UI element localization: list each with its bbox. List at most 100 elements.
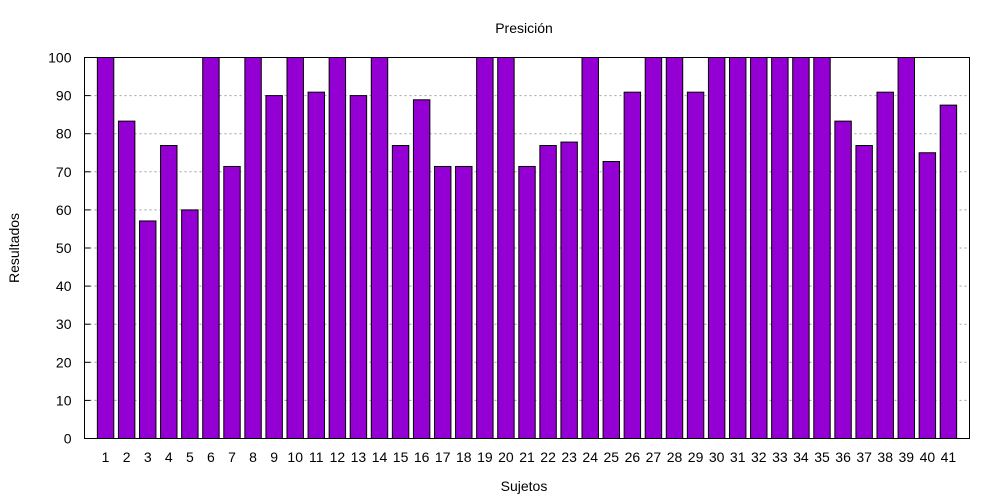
bar-24 <box>581 57 599 439</box>
bar-31 <box>728 57 747 439</box>
bar-1 <box>96 57 115 439</box>
bars <box>96 57 958 440</box>
x-tick-label: 22 <box>540 449 556 465</box>
x-tick-label: 10 <box>287 449 303 465</box>
bar-20 <box>497 57 515 439</box>
x-tick-label: 27 <box>646 449 662 465</box>
x-tick-label: 34 <box>793 449 809 465</box>
bar-39 <box>897 57 916 439</box>
x-tick-label: 25 <box>603 449 619 465</box>
x-tick-label: 15 <box>393 449 409 465</box>
x-tick-label: 20 <box>498 449 514 465</box>
x-tick-label: 37 <box>856 449 872 465</box>
x-tick-label: 24 <box>582 449 598 465</box>
bar-10 <box>286 57 304 439</box>
bar-23 <box>560 141 578 439</box>
bar-8 <box>244 57 262 439</box>
bar-33 <box>771 57 789 439</box>
bar-32 <box>750 57 768 439</box>
y-tick-label: 30 <box>56 316 72 332</box>
bar-9 <box>265 95 283 439</box>
bar-12 <box>328 57 347 439</box>
bar-34 <box>792 57 810 439</box>
x-tick-label: 13 <box>351 449 367 465</box>
bar-40 <box>918 152 937 439</box>
bar-22 <box>539 145 557 440</box>
bar-25 <box>602 161 621 439</box>
x-tick-label: 31 <box>730 449 746 465</box>
bar-26 <box>623 91 642 440</box>
bar-27 <box>644 57 663 439</box>
x-tick-label: 35 <box>814 449 830 465</box>
bar-5 <box>181 209 199 439</box>
y-tick-label: 100 <box>48 50 72 66</box>
x-tick-label: 5 <box>186 449 194 465</box>
bar-13 <box>349 95 368 439</box>
x-tick-label: 3 <box>144 449 152 465</box>
bar-4 <box>160 145 178 440</box>
x-tick-label: 19 <box>477 449 493 465</box>
x-tick-label: 36 <box>835 449 851 465</box>
y-tick-label: 50 <box>56 240 72 256</box>
bar-36 <box>834 120 852 439</box>
bar-29 <box>686 91 705 440</box>
x-axis-ticks: 1 2 3 4 5 6 7 8 9 10 11 12 13 14 15 16 17 18 19 20 21 22 23 24 2… <box>102 449 957 465</box>
y-tick-label: 40 <box>56 278 72 294</box>
bar-7 <box>223 165 241 439</box>
x-tick-label: 21 <box>519 449 535 465</box>
x-tick-label: 6 <box>207 449 215 465</box>
x-axis-label: Sujetos <box>501 478 548 494</box>
bar-21 <box>518 165 536 439</box>
x-tick-label: 18 <box>456 449 472 465</box>
x-tick-label: 23 <box>561 449 577 465</box>
x-tick-label: 16 <box>414 449 430 465</box>
x-tick-label: 14 <box>372 449 388 465</box>
x-tick-label: 11 <box>309 449 324 465</box>
bar-3 <box>138 220 157 439</box>
y-axis-ticks: 0 10 20 30 40 50 60 70 80 90 100 <box>48 50 91 447</box>
bar-18 <box>455 165 473 439</box>
x-tick-label: 41 <box>941 449 957 465</box>
x-tick-label: 29 <box>688 449 704 465</box>
y-tick-label: 10 <box>56 392 72 408</box>
bar-11 <box>307 91 326 440</box>
x-tick-label: 38 <box>877 449 893 465</box>
x-tick-label: 4 <box>165 449 173 465</box>
bar-38 <box>876 91 894 440</box>
bar-37 <box>855 145 873 440</box>
chart-title: Presición <box>495 20 553 36</box>
x-tick-label: 33 <box>772 449 788 465</box>
y-tick-label: 20 <box>56 354 72 370</box>
y-tick-label: 80 <box>56 126 72 142</box>
x-tick-label: 30 <box>709 449 725 465</box>
x-tick-label: 32 <box>751 449 767 465</box>
bar-6 <box>202 57 220 439</box>
x-tick-label: 2 <box>123 449 131 465</box>
bar-16 <box>412 99 431 440</box>
x-tick-label: 8 <box>249 449 257 465</box>
bar-28 <box>665 57 684 439</box>
x-tick-label: 7 <box>228 449 236 465</box>
bar-19 <box>476 57 494 439</box>
x-tick-label: 39 <box>898 449 914 465</box>
bar-30 <box>707 57 726 439</box>
y-tick-label: 60 <box>56 202 72 218</box>
y-tick-label: 0 <box>64 431 72 447</box>
bar-2 <box>117 120 136 439</box>
y-tick-label: 70 <box>56 164 72 180</box>
bar-17 <box>433 165 452 439</box>
x-tick-label: 9 <box>270 449 278 465</box>
bar-41 <box>939 104 958 439</box>
x-tick-label: 28 <box>667 449 683 465</box>
x-tick-label: 12 <box>330 449 346 465</box>
bar-15 <box>391 145 410 440</box>
y-axis-label: Resultados <box>6 213 22 283</box>
bar-35 <box>813 57 831 439</box>
x-tick-label: 26 <box>625 449 641 465</box>
x-tick-label: 40 <box>920 449 936 465</box>
x-tick-label: 17 <box>435 449 451 465</box>
y-tick-label: 90 <box>56 88 72 104</box>
bar-14 <box>370 57 389 439</box>
x-tick-label: 1 <box>102 449 110 465</box>
